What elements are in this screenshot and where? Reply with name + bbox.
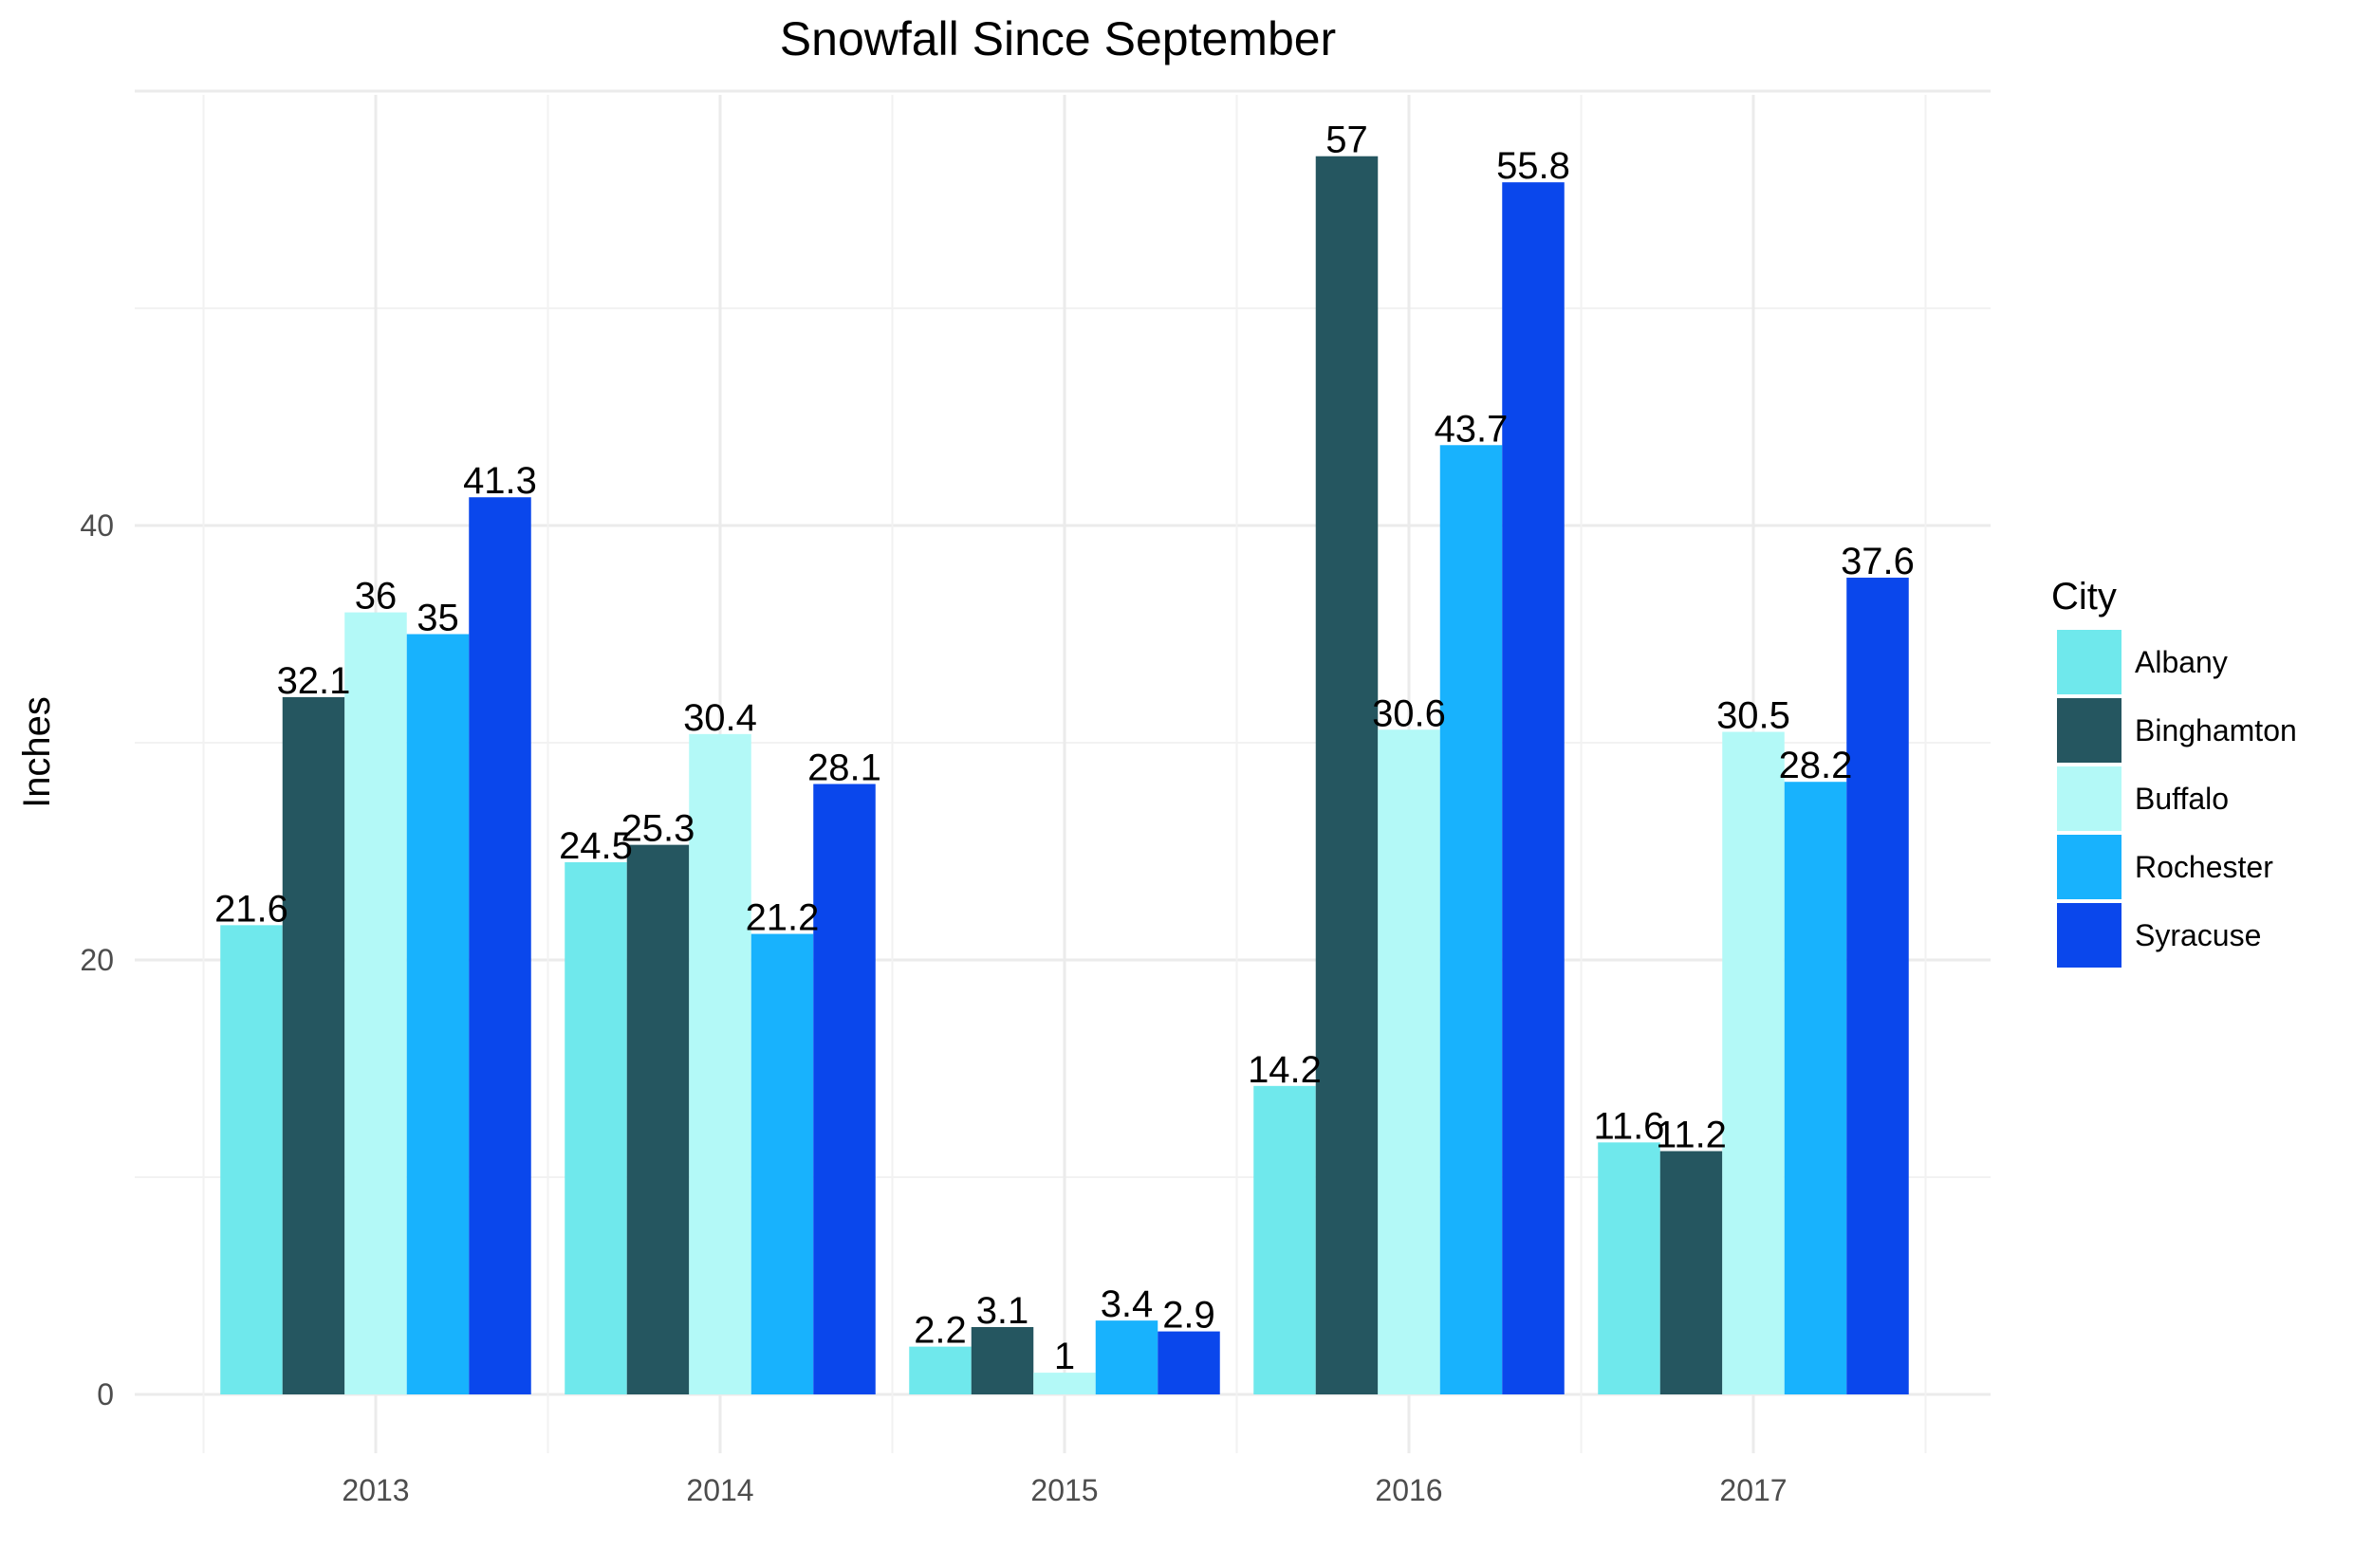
y-tick-label: 20 — [80, 943, 114, 977]
bar-value-label: 11.6 — [1594, 1105, 1665, 1147]
bar-buffalo-2013 — [344, 612, 407, 1394]
bar-value-label: 21.6 — [214, 888, 288, 930]
legend-key-binghamton — [2057, 698, 2121, 763]
bar-value-label: 35 — [417, 598, 459, 639]
bar-value-label: 3.1 — [976, 1290, 1029, 1332]
y-axis-title: Inches — [16, 696, 58, 808]
bar-value-label: 28.2 — [1779, 745, 1853, 786]
bar-binghamton-2015 — [971, 1327, 1034, 1394]
bar-value-label: 28.1 — [807, 747, 881, 789]
x-tick-label: 2017 — [1719, 1473, 1787, 1507]
y-tick-label: 0 — [97, 1377, 114, 1411]
legend-key-rochester — [2057, 835, 2121, 899]
bar-binghamton-2014 — [626, 844, 690, 1394]
bar-binghamton-2017 — [1659, 1151, 1723, 1394]
bar-value-label: 32.1 — [277, 660, 351, 702]
bar-syracuse-2017 — [1846, 577, 1909, 1394]
bar-buffalo-2015 — [1033, 1373, 1096, 1394]
bar-rochester-2014 — [750, 933, 814, 1394]
bar-value-label: 37.6 — [1841, 541, 1915, 582]
bar-value-label: 41.3 — [463, 460, 537, 502]
bar-value-label: 30.5 — [1716, 695, 1790, 737]
bar-albany-2016 — [1253, 1085, 1316, 1394]
legend-label: Rochester — [2135, 850, 2273, 884]
legend-key-syracuse — [2057, 903, 2121, 968]
legend-label: Buffalo — [2135, 782, 2229, 816]
bar-albany-2013 — [220, 925, 283, 1394]
bar-value-label: 2.9 — [1162, 1295, 1215, 1337]
bars — [220, 156, 1909, 1395]
bar-value-label: 3.4 — [1101, 1283, 1154, 1325]
bar-value-label: 21.2 — [746, 897, 820, 939]
bar-rochester-2017 — [1784, 782, 1847, 1394]
x-tick-label: 2015 — [1030, 1473, 1098, 1507]
bar-value-label: 11.2 — [1656, 1115, 1727, 1156]
bar-value-label: 30.6 — [1372, 692, 1446, 734]
x-tick-label: 2016 — [1375, 1473, 1442, 1507]
legend-key-buffalo — [2057, 766, 2121, 831]
bar-syracuse-2014 — [813, 784, 876, 1394]
bar-value-label: 14.2 — [1248, 1049, 1322, 1091]
bar-syracuse-2016 — [1502, 182, 1565, 1395]
chart-title: Snowfall Since September — [780, 12, 1336, 65]
y-tick-label: 40 — [80, 508, 114, 543]
bar-binghamton-2016 — [1315, 156, 1379, 1395]
bar-value-label: 30.4 — [683, 697, 757, 739]
x-tick-label: 2013 — [342, 1473, 409, 1507]
legend: City Albany Binghamton Buffalo Rochester Syr… — [2051, 576, 2297, 968]
legend-label: Albany — [2135, 645, 2228, 679]
bar-rochester-2016 — [1439, 445, 1503, 1394]
bar-binghamton-2013 — [282, 696, 345, 1394]
bar-value-label: 36 — [355, 576, 398, 618]
bar-syracuse-2015 — [1158, 1331, 1220, 1394]
bar-rochester-2015 — [1095, 1320, 1158, 1394]
bar-rochester-2013 — [406, 634, 470, 1394]
legend-label: Binghamton — [2135, 713, 2297, 747]
bar-syracuse-2013 — [469, 497, 531, 1394]
bar-value-label: 55.8 — [1496, 145, 1570, 187]
bar-buffalo-2017 — [1722, 731, 1785, 1394]
bar-buffalo-2016 — [1378, 729, 1440, 1394]
bar-buffalo-2014 — [689, 733, 751, 1394]
bar-albany-2017 — [1598, 1142, 1660, 1394]
axes: 2013 2014 2015 2016 2017 0 20 40 — [80, 508, 1787, 1507]
grid — [135, 89, 1991, 1453]
bar-value-label: 1 — [1054, 1336, 1075, 1377]
bar-albany-2014 — [565, 861, 627, 1394]
legend-key-albany — [2057, 630, 2121, 694]
bar-value-label: 25.3 — [621, 808, 695, 850]
legend-label: Syracuse — [2135, 918, 2261, 952]
x-tick-label: 2014 — [686, 1473, 753, 1507]
bar-value-label: 57 — [1325, 120, 1368, 161]
bar-value-label: 24.5 — [559, 825, 633, 867]
bar-value-label: 43.7 — [1435, 408, 1509, 450]
bar-albany-2015 — [909, 1346, 972, 1394]
legend-title: City — [2051, 576, 2117, 618]
bar-value-label: 2.2 — [914, 1310, 967, 1352]
